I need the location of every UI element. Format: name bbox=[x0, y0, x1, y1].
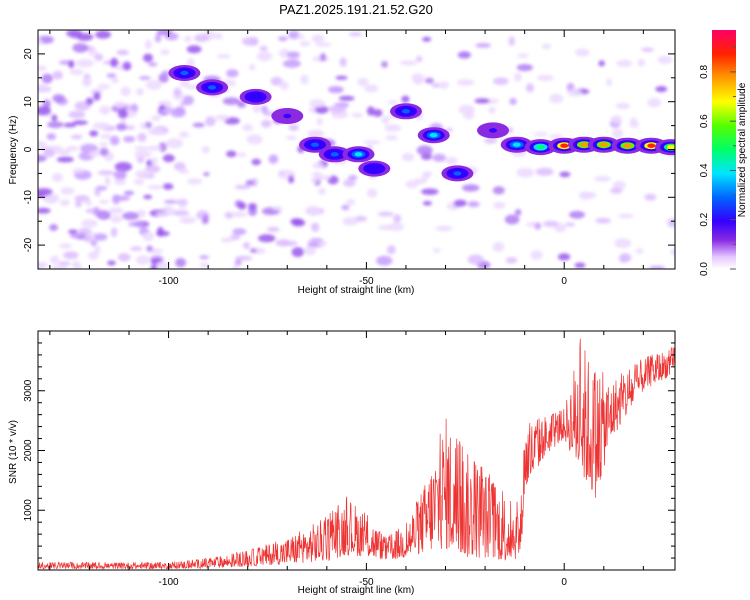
spectrogram-x-tick-label: 0 bbox=[561, 276, 567, 287]
ridge-blob bbox=[318, 146, 351, 163]
snr-y-axis-label: SNR (10 * v/v) bbox=[8, 420, 19, 484]
colorbar-tick-label: 0.8 bbox=[699, 65, 710, 79]
colorbar-tick-label: 0.4 bbox=[699, 163, 710, 177]
spectrogram-y-axis-label: Frequency (Hz) bbox=[8, 116, 19, 185]
ridge-blob bbox=[239, 88, 272, 105]
spectrogram-ridge bbox=[168, 65, 675, 182]
spectrogram-x-tick-label: -50 bbox=[359, 276, 374, 287]
snr-y-tick-label: 2000 bbox=[23, 439, 34, 462]
ridge-blob bbox=[299, 136, 331, 153]
ridge-blob bbox=[587, 136, 620, 153]
snr-x-tick-label: 0 bbox=[561, 577, 567, 588]
ridge-blob bbox=[477, 122, 509, 139]
snr-ticks: -100 -50 0 1000 2000 3000 bbox=[23, 330, 675, 588]
spectrogram-y-tick-label: 10 bbox=[23, 96, 34, 108]
ridge-blob bbox=[168, 65, 201, 81]
colorbar-gradient bbox=[712, 30, 736, 269]
snr-x-axis-label: Height of straight line (km) bbox=[298, 585, 415, 596]
spectrogram-x-tick-label: -100 bbox=[159, 276, 179, 287]
ridge-blob bbox=[441, 165, 474, 182]
ridge-blob bbox=[417, 127, 450, 144]
snr-x-tick-label: -50 bbox=[359, 577, 374, 588]
snr-series-line bbox=[38, 338, 675, 570]
snr-y-tick-label: 3000 bbox=[23, 379, 34, 402]
ridge-blob bbox=[196, 79, 229, 96]
chart-title: PAZ1.2025.191.21.52.G20 bbox=[279, 2, 433, 17]
snr-x-tick-label: -100 bbox=[159, 577, 179, 588]
ridge-blob bbox=[611, 137, 644, 154]
ridge-blob bbox=[390, 103, 422, 120]
spectrogram-y-tick-label: 20 bbox=[23, 48, 34, 60]
colorbar-tick-label: 0.0 bbox=[699, 262, 710, 276]
spectrogram-y-tick-label: -10 bbox=[23, 190, 34, 205]
spectrogram-y-tick-label: 0 bbox=[23, 146, 34, 152]
colorbar-tick-label: 0.2 bbox=[699, 212, 710, 226]
snr-panel: -100 -50 0 1000 2000 3000 Height of straight … bbox=[8, 330, 676, 596]
snr-y-tick-label: 1000 bbox=[23, 499, 34, 522]
ridge-blob bbox=[358, 160, 391, 177]
ridge-blob bbox=[271, 108, 304, 124]
spectrogram-heatmap bbox=[38, 30, 675, 269]
spectrogram-y-tick-label: -20 bbox=[23, 237, 34, 252]
colorbar-label: Normalized spectral amplitude bbox=[737, 82, 748, 217]
ridge-blob bbox=[524, 139, 557, 156]
spectrogram-x-axis-label: Height of straight line (km) bbox=[298, 285, 415, 296]
colorbar: 0.0 0.2 0.4 0.6 0.8 Normalized spectral ampl… bbox=[699, 30, 748, 276]
colorbar-ticks: 0.0 0.2 0.4 0.6 0.8 bbox=[699, 46, 736, 276]
ridge-blob bbox=[655, 139, 675, 156]
colorbar-tick-label: 0.6 bbox=[699, 114, 710, 128]
ridge-blob bbox=[342, 146, 375, 163]
ridge-blob bbox=[500, 136, 533, 153]
